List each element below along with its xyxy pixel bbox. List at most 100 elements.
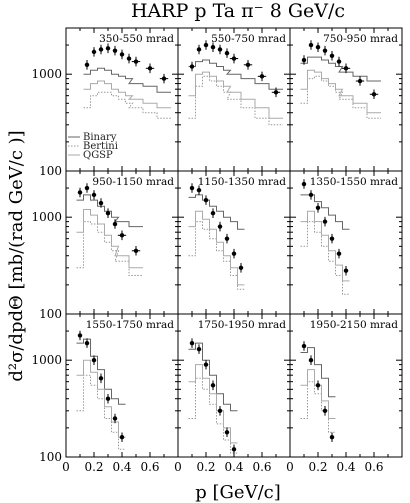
data-point xyxy=(308,42,314,48)
data-point xyxy=(105,396,111,401)
panel-angle-label: 1150-1350 mrad xyxy=(198,176,287,188)
data-point xyxy=(301,343,307,349)
data-point xyxy=(105,210,111,216)
data-point xyxy=(119,52,125,57)
data-point xyxy=(189,185,195,191)
panel: 1350-1550 mrad xyxy=(289,170,403,315)
chart-title: HARP p Ta π⁻ 8 GeV/c xyxy=(131,0,345,22)
data-point xyxy=(357,78,363,84)
data-point xyxy=(210,45,216,50)
data-point xyxy=(259,74,265,79)
data-point xyxy=(203,42,209,48)
x-tick-label: 0.4 xyxy=(224,460,243,474)
x-tick-label: 0 xyxy=(286,460,294,474)
series-qgsp xyxy=(188,210,245,286)
series-bertini xyxy=(76,374,126,450)
data-point xyxy=(329,435,335,440)
series-qgsp xyxy=(76,209,143,269)
data-point xyxy=(196,47,202,52)
series-binary xyxy=(76,338,126,405)
series-bertini xyxy=(188,75,283,126)
legend-entry: QGSP xyxy=(83,150,113,161)
data-point xyxy=(343,268,349,273)
data-point xyxy=(217,224,223,229)
panel-frame xyxy=(289,170,403,315)
data-point xyxy=(133,248,139,253)
panel: 0 0.2 0.4 0.6 1750-1950 mrad xyxy=(174,313,291,474)
series-binary xyxy=(188,342,238,412)
data-point xyxy=(112,416,118,421)
y-axis-label: d²σ/dpdΘ [mb/(rad GeV/c )] xyxy=(6,130,27,381)
data-point xyxy=(231,56,237,61)
panel-angle-label: 750-950 mrad xyxy=(323,33,398,45)
data-point xyxy=(238,265,244,271)
data-point xyxy=(196,188,202,193)
data-point xyxy=(119,435,125,440)
y-tick-label: 1000 xyxy=(31,67,62,81)
data-point xyxy=(98,376,104,381)
x-tick-label: 0.2 xyxy=(196,460,215,474)
series-qgsp xyxy=(300,210,350,282)
data-point xyxy=(91,49,97,55)
data-point xyxy=(203,197,209,203)
series-bertini xyxy=(300,75,381,119)
data-point xyxy=(329,53,335,58)
data-point xyxy=(161,76,167,81)
series-bertini xyxy=(76,221,143,276)
data-point xyxy=(84,62,90,68)
data-point xyxy=(273,90,279,95)
y-tick-label: 100 xyxy=(39,164,62,178)
data-point xyxy=(231,251,237,256)
panel: 100 1000 950-1150 mrad xyxy=(31,170,179,321)
panel-angle-label: 1750-1950 mrad xyxy=(198,319,287,331)
panel: 1150-1350 mrad xyxy=(177,170,291,315)
data-point xyxy=(112,221,118,227)
series-qgsp xyxy=(188,364,238,444)
series-binary xyxy=(83,67,171,93)
series-binary xyxy=(300,56,381,82)
x-axis-label: p [GeV/c] xyxy=(195,482,280,503)
data-point xyxy=(203,362,209,367)
panel-angle-label: 1550-1750 mrad xyxy=(86,319,175,331)
data-point xyxy=(189,64,195,69)
data-point xyxy=(217,408,223,414)
series-qgsp xyxy=(76,359,126,438)
data-point xyxy=(315,45,321,50)
panel: 100 1000 0 0.2 0.4 0.6 1550-1750 mrad xyxy=(31,313,179,474)
panel-angle-label: 350-550 mrad xyxy=(99,33,174,45)
data-point xyxy=(231,447,237,452)
panel-angle-label: 1350-1550 mrad xyxy=(310,176,399,188)
y-tick-label: 1000 xyxy=(31,210,62,224)
x-tick-label: 0.2 xyxy=(308,460,327,474)
data-point xyxy=(315,205,321,211)
x-tick-label: 0 xyxy=(62,460,70,474)
data-point xyxy=(224,430,230,435)
data-point xyxy=(189,340,195,346)
data-point xyxy=(91,357,97,363)
data-point xyxy=(308,192,314,198)
series-binary xyxy=(300,347,336,398)
data-point xyxy=(210,383,216,388)
data-point xyxy=(91,192,97,198)
series-qgsp xyxy=(300,69,381,114)
data-point xyxy=(336,59,342,64)
panel-angle-label: 1950-2150 mrad xyxy=(310,319,399,331)
data-point xyxy=(315,383,321,388)
x-tick-label: 0.4 xyxy=(112,460,131,474)
panel-frame xyxy=(177,170,291,315)
data-point xyxy=(336,251,342,256)
y-tick-label: 100 xyxy=(39,307,62,321)
panel: 750-950 mrad xyxy=(289,27,403,172)
legend-entry: Binary xyxy=(83,132,117,143)
x-tick-label: 0.6 xyxy=(364,460,383,474)
x-tick-label: 0.6 xyxy=(140,460,159,474)
data-point xyxy=(98,47,104,52)
x-tick-label: 0.4 xyxy=(336,460,355,474)
x-tick-label: 0 xyxy=(174,460,182,474)
data-point xyxy=(224,236,230,241)
data-point xyxy=(84,340,90,346)
data-point xyxy=(322,219,328,224)
